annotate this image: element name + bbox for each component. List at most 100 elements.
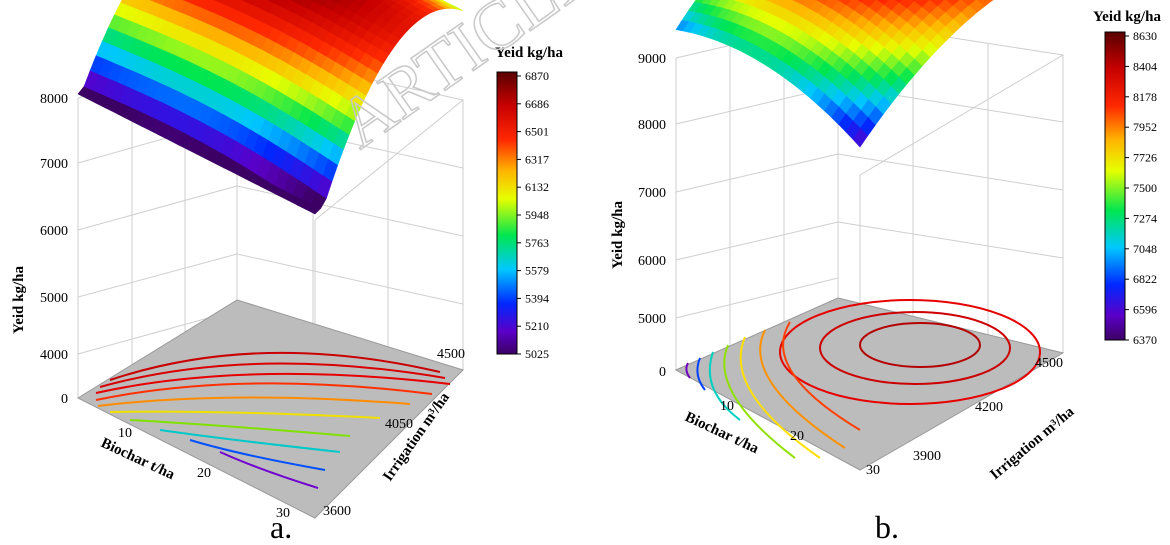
surface-patch-a [252, 0, 268, 10]
surface-patch-a [129, 0, 145, 10]
colorbar-tick-label-b-4: 7726 [1133, 151, 1157, 165]
surface-patch-b [945, 0, 961, 6]
colorbar-tick-label-a-5: 5948 [525, 208, 549, 222]
surface-patch-a [182, 0, 189, 2]
surface-patch-b [737, 0, 748, 4]
surface-patch-b [794, 0, 808, 6]
surface-patch-a [153, 0, 167, 6]
surface-patch-b [861, 0, 877, 8]
colorbar-tick-label-a-6: 5763 [525, 236, 549, 250]
z-tick-a-8000: 8000 [40, 92, 68, 107]
surface-patch-a [213, 0, 222, 3]
surface-patch-a [195, 0, 211, 10]
x-tick-b-20: 20 [790, 429, 804, 444]
surface-patch-a [243, 0, 256, 6]
z-tick-b-9000: 9000 [638, 52, 666, 67]
surface-b [675, 0, 994, 148]
colorbar-title-b: Yeid kg/ha [1093, 9, 1161, 25]
colorbar-tick-label-b-8: 6822 [1133, 272, 1157, 286]
x-tick-b-30: 30 [866, 463, 880, 478]
surface-patch-b [733, 0, 739, 2]
colorbar-tick-label-a-2: 6501 [525, 125, 549, 139]
surface-patch-a [266, 0, 280, 5]
contour-lines-a [95, 351, 451, 489]
z-tick-a-7000: 7000 [40, 157, 68, 172]
z-tick-b-8000: 8000 [638, 118, 666, 133]
surface-patch-b [773, 0, 787, 7]
panel-label-b: b. [875, 509, 899, 545]
panel-label-a: a. [270, 509, 292, 545]
colorbar-tick-label-a-9: 5210 [525, 319, 549, 333]
y-tick-b-3900: 3900 [913, 449, 941, 464]
y-tick-a-3600: 3600 [323, 504, 351, 519]
panel-a: 0 4000 5000 6000 7000 8000 Yeid kg/ha 10… [11, 0, 563, 545]
z-tick-a-4000: 4000 [40, 348, 68, 363]
colorbar-tick-label-a-7: 5579 [525, 264, 549, 278]
y-tick-a-4050: 4050 [385, 417, 413, 432]
colorbar-tick-label-b-7: 7048 [1133, 242, 1157, 256]
y-tick-a-4500: 4500 [437, 347, 465, 362]
colorbar-tick-label-a-3: 6317 [525, 152, 549, 166]
colorbar-b [1104, 31, 1126, 341]
surface-patch-b [961, 0, 977, 6]
x-tick-b-10: 10 [720, 399, 734, 414]
z-axis-label-b: Yeid kg/ha [610, 201, 626, 269]
x-tick-a-20: 20 [197, 466, 211, 481]
surface-patch-a [120, 0, 134, 7]
y-tick-b-4200: 4200 [975, 400, 1003, 415]
surface-a [77, 0, 464, 215]
contour-floor-a [76, 299, 464, 519]
surface-patch-a [162, 0, 178, 9]
surface-patch-b [751, 0, 767, 10]
surface-patch-b [929, 0, 946, 7]
surface-patch-a [314, 0, 330, 7]
z-tick-a-5000: 5000 [40, 291, 68, 306]
surface-patch-a [378, 0, 386, 3]
panel-b: 0 5000 6000 7000 8000 9000 Yeid kg/ha 10… [610, 0, 1161, 545]
surface-patch-b [694, 0, 705, 4]
z-tick-a-0: 0 [61, 392, 68, 407]
surface-patch-a [363, 0, 371, 3]
surface-patch-b [715, 0, 730, 9]
surface-patch-b [857, 0, 865, 3]
x-tick-a-30: 30 [276, 506, 290, 521]
colorbar-tick-label-a-10: 5025 [525, 347, 549, 361]
surface-patch-b [708, 0, 722, 7]
z-tick-b-0: 0 [659, 365, 666, 380]
surface-patch-a [186, 0, 200, 6]
colorbar-tick-label-b-9: 6596 [1133, 303, 1157, 317]
colorbar-tick-label-a-4: 6132 [525, 180, 549, 194]
surface-patch-b [816, 0, 829, 5]
colorbar-tick-label-a-1: 6686 [525, 97, 549, 111]
colorbar-a [496, 71, 518, 355]
z-axis-label-a: Yeid kg/ha [11, 266, 27, 334]
surface-patch-b [744, 0, 757, 7]
surface-patch-a [149, 0, 156, 2]
colorbar-tick-label-a-8: 5394 [525, 291, 549, 305]
colorbar-tick-label-b-5: 7500 [1133, 181, 1157, 195]
colorbar-tick-label-b-3: 7952 [1133, 120, 1157, 134]
surface-patch-b [765, 0, 777, 4]
z-tick-a-6000: 6000 [40, 224, 68, 239]
contour-lines-b [685, 299, 1041, 459]
colorbar-tick-label-a-0: 6870 [525, 69, 549, 83]
x-tick-a-10: 10 [118, 426, 132, 441]
y-axis-label-b: Irrigation m³/ha [987, 404, 1077, 483]
colorbar-tick-label-b-0: 8630 [1133, 29, 1157, 43]
colorbar-tick-label-b-1: 8404 [1133, 59, 1157, 73]
z-tick-b-7000: 7000 [638, 186, 666, 201]
colorbar-tick-label-b-10: 6370 [1133, 333, 1157, 347]
surface-patch-b [895, 0, 903, 4]
surface-patch-a [290, 0, 304, 5]
surface-patch-b [914, 0, 931, 8]
contour-floor-b [674, 297, 1065, 471]
surface-patch-a [347, 0, 356, 3]
surface-patch-b [876, 0, 890, 6]
colorbar-title-a: Yeid kg/ha [495, 45, 563, 61]
z-tick-b-6000: 6000 [638, 254, 666, 269]
surface-patch-b [838, 0, 852, 6]
surface-patch-a [448, 4, 464, 11]
y-tick-b-4500: 4500 [1035, 356, 1063, 371]
colorbar-tick-label-b-2: 8178 [1133, 90, 1157, 104]
